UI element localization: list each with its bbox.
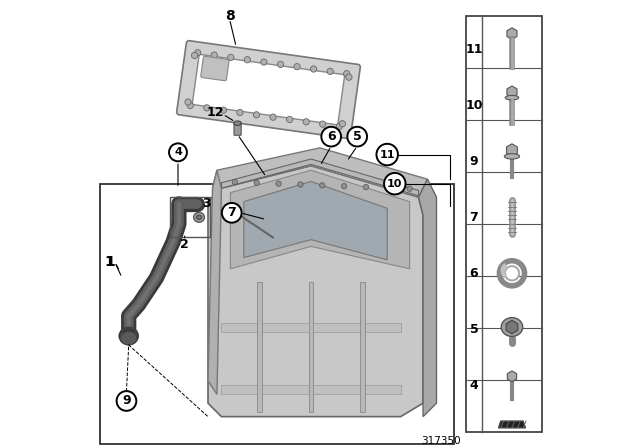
Text: 11: 11 xyxy=(380,150,395,159)
Text: 1: 1 xyxy=(106,255,115,269)
Text: 2: 2 xyxy=(180,237,189,251)
Polygon shape xyxy=(419,179,436,417)
Polygon shape xyxy=(309,282,314,412)
Circle shape xyxy=(505,266,519,280)
Circle shape xyxy=(319,183,325,188)
Text: 9: 9 xyxy=(470,155,478,168)
Text: 9: 9 xyxy=(122,394,131,408)
Text: 4: 4 xyxy=(174,147,182,157)
Circle shape xyxy=(287,116,292,123)
Text: 12: 12 xyxy=(207,106,225,120)
FancyBboxPatch shape xyxy=(234,122,241,135)
Circle shape xyxy=(195,50,201,56)
Circle shape xyxy=(204,105,210,111)
Text: 5: 5 xyxy=(353,130,362,143)
Circle shape xyxy=(344,70,350,77)
Circle shape xyxy=(336,123,342,129)
Polygon shape xyxy=(221,323,401,332)
Polygon shape xyxy=(360,282,365,412)
Polygon shape xyxy=(244,181,387,260)
Polygon shape xyxy=(507,28,517,39)
Text: 1: 1 xyxy=(104,255,115,269)
Circle shape xyxy=(376,144,398,165)
Text: 11: 11 xyxy=(465,43,483,56)
Polygon shape xyxy=(212,148,428,197)
Ellipse shape xyxy=(234,121,241,125)
Polygon shape xyxy=(221,159,419,196)
Circle shape xyxy=(211,52,218,58)
Text: 5: 5 xyxy=(470,323,478,336)
Circle shape xyxy=(298,182,303,187)
Polygon shape xyxy=(230,170,410,269)
Circle shape xyxy=(294,64,300,70)
Circle shape xyxy=(191,52,198,59)
Circle shape xyxy=(339,121,346,127)
Polygon shape xyxy=(508,371,516,382)
Ellipse shape xyxy=(196,215,202,220)
Circle shape xyxy=(319,121,326,127)
Circle shape xyxy=(327,68,333,74)
Circle shape xyxy=(253,112,260,118)
Circle shape xyxy=(244,56,250,63)
Text: 8: 8 xyxy=(225,9,234,23)
FancyBboxPatch shape xyxy=(193,55,344,125)
Circle shape xyxy=(303,119,309,125)
Circle shape xyxy=(385,185,390,190)
Circle shape xyxy=(364,184,369,190)
Circle shape xyxy=(116,391,136,411)
Circle shape xyxy=(407,186,412,191)
Circle shape xyxy=(276,181,281,186)
Circle shape xyxy=(260,59,267,65)
Text: 7: 7 xyxy=(227,206,236,220)
Circle shape xyxy=(321,127,341,146)
Polygon shape xyxy=(499,421,525,428)
Circle shape xyxy=(310,66,317,72)
Circle shape xyxy=(237,109,243,116)
Circle shape xyxy=(270,114,276,121)
Circle shape xyxy=(187,103,193,109)
Circle shape xyxy=(348,127,367,146)
Circle shape xyxy=(222,203,242,223)
Ellipse shape xyxy=(121,332,137,345)
Circle shape xyxy=(228,54,234,60)
Ellipse shape xyxy=(501,318,523,336)
Polygon shape xyxy=(208,170,221,394)
Text: 6: 6 xyxy=(470,267,478,280)
Ellipse shape xyxy=(119,327,138,345)
Circle shape xyxy=(169,143,187,161)
Circle shape xyxy=(277,61,284,68)
Circle shape xyxy=(232,179,237,185)
FancyBboxPatch shape xyxy=(100,184,454,444)
Circle shape xyxy=(254,180,259,185)
FancyBboxPatch shape xyxy=(201,56,229,81)
Text: 10: 10 xyxy=(465,99,483,112)
Polygon shape xyxy=(257,282,262,412)
Polygon shape xyxy=(507,86,517,98)
FancyBboxPatch shape xyxy=(466,16,541,432)
Text: 7: 7 xyxy=(470,211,478,224)
Circle shape xyxy=(346,74,352,80)
Text: 317350: 317350 xyxy=(422,436,461,446)
Circle shape xyxy=(341,184,347,189)
Text: 10: 10 xyxy=(387,179,403,189)
Polygon shape xyxy=(506,144,517,156)
FancyBboxPatch shape xyxy=(177,41,360,138)
Polygon shape xyxy=(221,385,401,394)
Ellipse shape xyxy=(504,154,520,159)
Ellipse shape xyxy=(194,212,204,222)
Text: 6: 6 xyxy=(327,130,335,143)
Ellipse shape xyxy=(122,328,136,335)
Text: 4: 4 xyxy=(470,379,478,392)
Circle shape xyxy=(185,99,191,105)
Text: 3: 3 xyxy=(202,197,211,211)
Ellipse shape xyxy=(505,95,518,100)
Polygon shape xyxy=(506,320,518,334)
Circle shape xyxy=(384,173,406,194)
Circle shape xyxy=(220,107,227,113)
Polygon shape xyxy=(208,166,423,417)
